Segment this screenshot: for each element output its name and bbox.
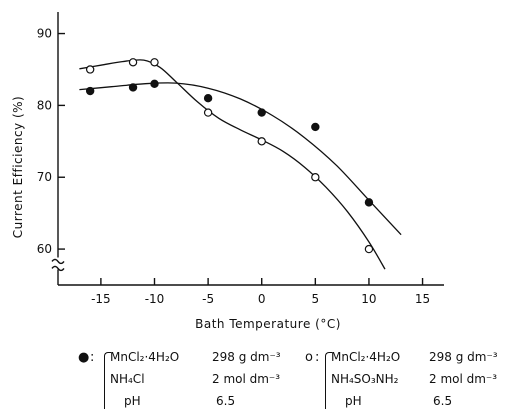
chart: 60 70 80 90 -15 -10 -5 0 5 10 15 Bath Temperature … <box>11 12 444 331</box>
axis-break-icon <box>51 258 65 272</box>
y-tick-label: 90 <box>37 27 52 41</box>
open-circle-icon: o <box>305 350 313 365</box>
x-tick-label: -15 <box>91 292 111 306</box>
legend-label: pH <box>124 394 141 408</box>
legend-label: MnCl₂·4H₂O <box>331 350 401 364</box>
open-data-point <box>203 108 213 117</box>
legend-label: pH <box>345 394 362 408</box>
legend-value: 2 mol dm⁻³ <box>212 372 281 386</box>
x-tick-label: 0 <box>258 292 266 306</box>
legend-label: NH₄SO₃NH₂ <box>331 372 399 386</box>
y-tick-label: 70 <box>37 170 52 184</box>
legend-colon: : <box>90 350 95 365</box>
data-points <box>85 58 374 254</box>
y-axis-label: Current Efficiency (%) <box>11 96 25 238</box>
filled-data-point <box>128 83 138 92</box>
y-tick-label: 60 <box>37 242 52 256</box>
filled-data-point <box>257 108 266 117</box>
legend-colon: : <box>315 350 320 365</box>
legend-value: 298 g dm⁻³ <box>429 350 498 364</box>
open-data-point <box>257 137 266 146</box>
x-tick-label: -5 <box>202 292 214 306</box>
legend-value: 6.5 <box>216 394 236 408</box>
x-tick-label: 5 <box>312 292 320 306</box>
filled-circle-icon: ● <box>78 350 90 365</box>
open-data-point <box>311 173 320 182</box>
legend-value: 298 g dm⁻³ <box>212 350 281 364</box>
x-tick-label: 15 <box>415 292 430 306</box>
legend-value: 6.5 <box>433 394 453 408</box>
open-data-point <box>150 58 159 67</box>
filled-data-point <box>150 79 159 89</box>
tick-labels: 60 70 80 90 -15 -10 -5 0 5 10 15 <box>37 27 430 306</box>
filled-data-point <box>311 122 320 132</box>
open-data-point <box>128 58 138 67</box>
legend-label: MnCl₂·4H₂O <box>110 350 180 364</box>
x-tick-label: 10 <box>361 292 376 306</box>
fit-curves <box>79 59 402 270</box>
fit-curve-2 <box>79 59 386 270</box>
x-tick-label: -10 <box>145 292 165 306</box>
open-data-point <box>364 244 374 254</box>
brace-icon <box>104 352 111 409</box>
x-axis-label: Bath Temperature (°C) <box>195 317 341 331</box>
open-data-point <box>85 65 95 74</box>
legend-label: NH₄Cl <box>110 372 145 386</box>
fit-curve-1 <box>79 82 402 236</box>
filled-data-point <box>85 86 95 96</box>
filled-data-point <box>364 198 374 207</box>
filled-data-point <box>203 94 213 103</box>
y-tick-label: 80 <box>37 98 52 112</box>
legend-value: 2 mol dm⁻³ <box>429 372 498 386</box>
axes <box>51 12 444 286</box>
brace-icon <box>325 352 332 409</box>
